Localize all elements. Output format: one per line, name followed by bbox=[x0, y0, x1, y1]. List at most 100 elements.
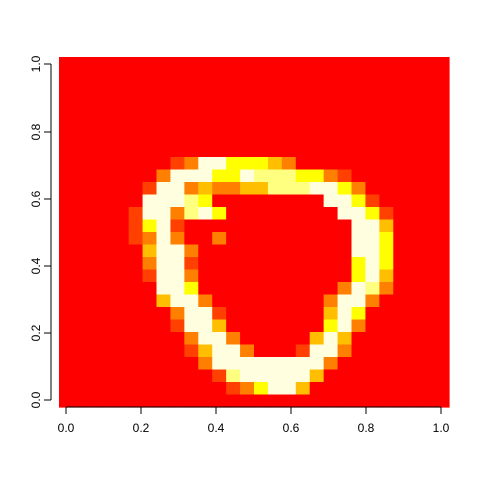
heatmap-cell bbox=[421, 194, 436, 208]
heatmap-cell bbox=[198, 107, 213, 121]
heatmap-cell bbox=[59, 182, 74, 196]
heatmap-cell bbox=[100, 194, 116, 208]
heatmap-cell bbox=[212, 257, 227, 271]
heatmap-cell bbox=[323, 157, 339, 171]
x-tick-label-1: 0.2 bbox=[133, 421, 150, 435]
heatmap-cell bbox=[114, 344, 130, 358]
heatmap-cell bbox=[72, 244, 88, 258]
x-tick-label-4: 0.8 bbox=[358, 421, 375, 435]
heatmap-cell bbox=[365, 294, 380, 308]
heatmap-cell bbox=[323, 357, 339, 371]
heatmap-cell bbox=[72, 344, 88, 358]
heatmap-cell bbox=[407, 194, 422, 208]
heatmap-cell bbox=[86, 157, 102, 171]
heatmap-cell bbox=[295, 332, 311, 346]
heatmap-cell bbox=[72, 144, 88, 158]
heatmap-cell bbox=[86, 319, 102, 333]
heatmap-cell bbox=[142, 344, 158, 358]
heatmap-cell bbox=[281, 82, 297, 96]
heatmap-cell bbox=[379, 344, 394, 358]
heatmap-cell bbox=[393, 332, 408, 346]
heatmap-cell bbox=[365, 82, 380, 96]
heatmap-cell bbox=[379, 207, 394, 221]
heatmap-cell bbox=[156, 219, 172, 233]
heatmap-cell bbox=[128, 194, 144, 208]
heatmap-cell bbox=[421, 157, 436, 171]
heatmap-cell bbox=[254, 219, 269, 233]
heatmap-cell bbox=[295, 282, 311, 296]
heatmap-cell bbox=[295, 319, 311, 333]
heatmap-cell bbox=[379, 294, 394, 308]
heatmap-cell bbox=[170, 157, 185, 171]
heatmap-cell bbox=[379, 232, 394, 246]
heatmap-cell bbox=[142, 57, 158, 71]
heatmap-cell bbox=[421, 257, 436, 271]
heatmap-cell bbox=[323, 307, 339, 321]
heatmap-cell bbox=[309, 332, 325, 346]
heatmap-cell bbox=[337, 369, 353, 383]
heatmap-cell bbox=[323, 82, 339, 96]
heatmap-cell bbox=[323, 94, 339, 108]
heatmap-cell bbox=[72, 382, 88, 396]
y-tick-label-2: 0.4 bbox=[29, 257, 43, 274]
heatmap-cell bbox=[323, 344, 339, 358]
heatmap-cell bbox=[156, 107, 172, 121]
heatmap-cell bbox=[240, 219, 255, 233]
heatmap-cell bbox=[170, 144, 185, 158]
heatmap-cell bbox=[72, 182, 88, 196]
heatmap-cell bbox=[100, 357, 116, 371]
heatmap-cell bbox=[100, 82, 116, 96]
heatmap-cell bbox=[351, 369, 367, 383]
heatmap-cell bbox=[393, 394, 408, 408]
heatmap-cell bbox=[393, 307, 408, 321]
heatmap-cell bbox=[407, 207, 422, 221]
heatmap-cell bbox=[435, 394, 450, 408]
heatmap-cell bbox=[309, 119, 325, 133]
heatmap-cell bbox=[254, 94, 269, 108]
heatmap-cell bbox=[379, 94, 394, 108]
heatmap-cell bbox=[254, 257, 269, 271]
heatmap-cell bbox=[281, 257, 297, 271]
heatmap-cell bbox=[281, 319, 297, 333]
heatmap-cell bbox=[407, 344, 422, 358]
heatmap-cell bbox=[337, 382, 353, 396]
heatmap-cell bbox=[184, 207, 199, 221]
heatmap-cell bbox=[365, 257, 380, 271]
heatmap-cell bbox=[86, 82, 102, 96]
heatmap-cell bbox=[393, 194, 408, 208]
heatmap-cell bbox=[435, 132, 450, 146]
heatmap-cell bbox=[337, 207, 353, 221]
heatmap-cell bbox=[226, 182, 241, 196]
heatmap-cell bbox=[393, 69, 408, 83]
heatmap-cell bbox=[379, 194, 394, 208]
heatmap-cell bbox=[365, 369, 380, 383]
heatmap-cell bbox=[267, 357, 283, 371]
heatmap-cell bbox=[337, 332, 353, 346]
heatmap-cell bbox=[407, 169, 422, 183]
heatmap-cell bbox=[281, 169, 297, 183]
heatmap-cell bbox=[198, 382, 213, 396]
heatmap-cell bbox=[59, 132, 74, 146]
heatmap-cell bbox=[254, 57, 269, 71]
heatmap-cell bbox=[156, 69, 172, 83]
heatmap-cell bbox=[351, 282, 367, 296]
heatmap-cell bbox=[267, 369, 283, 383]
heatmap-cell bbox=[72, 82, 88, 96]
heatmap-cell bbox=[379, 257, 394, 271]
heatmap-cell bbox=[351, 169, 367, 183]
heatmap-cell bbox=[128, 94, 144, 108]
heatmap-cell bbox=[254, 319, 269, 333]
heatmap-cell bbox=[379, 169, 394, 183]
heatmap-cell bbox=[267, 119, 283, 133]
heatmap-cell bbox=[323, 282, 339, 296]
heatmap-cell bbox=[59, 232, 74, 246]
heatmap-cell bbox=[226, 332, 241, 346]
heatmap-cell bbox=[128, 244, 144, 258]
heatmap-cell bbox=[295, 369, 311, 383]
heatmap-cell bbox=[156, 169, 172, 183]
heatmap-cell bbox=[393, 57, 408, 71]
heatmap-cell bbox=[295, 144, 311, 158]
heatmap-cell bbox=[393, 232, 408, 246]
heatmap-cell bbox=[295, 307, 311, 321]
